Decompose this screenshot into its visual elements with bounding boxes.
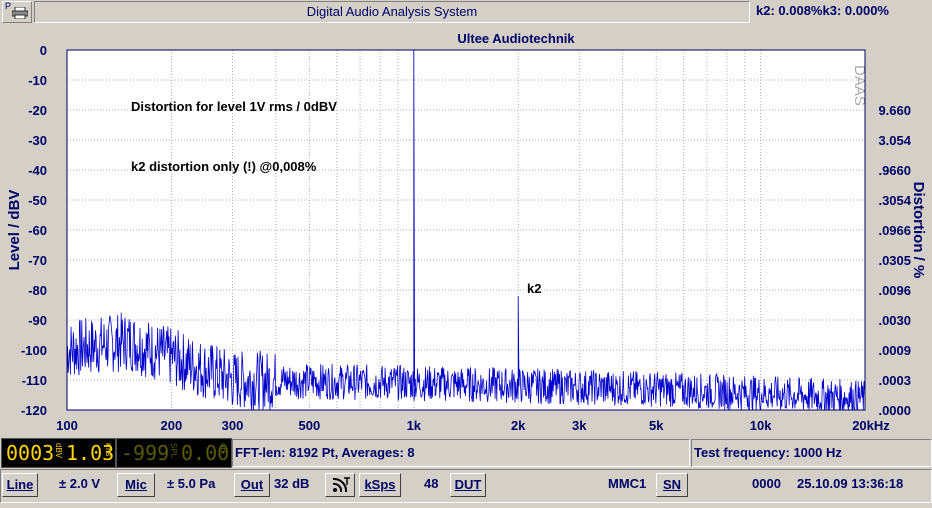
sn-button[interactable]: SN	[656, 473, 688, 497]
x-tick-label: 3k	[572, 418, 587, 433]
plot-frame	[66, 49, 866, 411]
y2-tick-label: 9.660	[878, 103, 911, 118]
y2-tick-label: .0003	[878, 373, 911, 388]
led-level: 0003	[6, 441, 55, 465]
x-tick-label: 20kHz	[852, 418, 890, 433]
led-rms: 1.03	[66, 441, 115, 465]
serial-number: 0000	[752, 476, 781, 491]
fft-info-panel: FFT-len: 8192 Pt, Averages: 8	[232, 439, 690, 467]
y-tick-label: -30	[28, 133, 47, 148]
y2-tick-label: .0030	[878, 313, 911, 328]
print-letter: P	[5, 1, 12, 11]
signal-button[interactable]	[325, 473, 355, 497]
led-spl-unit: SPL	[169, 443, 178, 459]
led-level-unit: dBV	[54, 443, 63, 459]
x-tick-label: 200	[161, 418, 183, 433]
device-name: MMC1	[608, 476, 647, 491]
printer-icon	[12, 7, 28, 19]
spl-display: -999 SPL 0.00 dB	[116, 438, 232, 468]
test-frequency-panel: Test frequency: 1000 Hz	[691, 439, 932, 467]
y-tick-label: -40	[28, 163, 47, 178]
test-frequency: Test frequency: 1000 Hz	[694, 445, 842, 460]
sample-rate: 48	[424, 476, 439, 491]
y-tick-label: -50	[28, 193, 47, 208]
y-axis-left-label: Level / dBV	[6, 190, 23, 271]
mic-range: ± 5.0 Pa	[167, 476, 216, 491]
y2-tick-label: .0009	[878, 343, 911, 358]
y-tick-label: -100	[21, 343, 47, 358]
print-button[interactable]: P	[2, 1, 32, 23]
y-tick-label: 0	[40, 43, 47, 58]
annotation-level: Distortion for level 1V rms / 0dBV	[131, 99, 337, 114]
date-time: 25.10.09 13:36:18	[797, 476, 904, 491]
line-range: ± 2.0 V	[59, 476, 101, 491]
x-tick-label: 1k	[407, 418, 422, 433]
spectrum-chart[interactable]: Ultee Audiotechnik 0 -10 -20 -30 -40 -50 -60 -7…	[0, 25, 932, 438]
x-tick-label: 2k	[511, 418, 526, 433]
y-axis-right-label: Distortion / %	[910, 182, 927, 279]
peak-label-k2: k2	[527, 281, 541, 296]
mic-button[interactable]: Mic	[117, 473, 155, 497]
led-rms-unit: rms	[104, 443, 113, 457]
y-tick-label: -80	[28, 283, 47, 298]
y-tick-label: -70	[28, 253, 47, 268]
x-tick-label: 500	[299, 418, 321, 433]
out-gain: 32 dB	[274, 476, 310, 491]
y-tick-label: -120	[21, 403, 47, 418]
line-button[interactable]: Line	[2, 473, 38, 497]
x-tick-label: 10k	[750, 418, 772, 433]
dut-button[interactable]: DUT	[450, 473, 486, 497]
y2-tick-label: .0966	[878, 223, 911, 238]
app-title: Digital Audio Analysis System	[34, 1, 750, 23]
annotation-k2: k2 distortion only (!) @0,008%	[131, 159, 317, 174]
watermark: DAAS	[851, 65, 868, 106]
x-tick-label: 100	[56, 418, 78, 433]
y2-tick-label: .3054	[878, 193, 911, 208]
ksps-button[interactable]: kSps	[359, 473, 401, 497]
plot-panel: Ultee Audiotechnik 0 -10 -20 -30 -40 -50 -60 -7…	[0, 25, 932, 438]
led-spl: -999	[121, 441, 170, 465]
y-tick-label: -10	[28, 73, 47, 88]
level-display: 0003 dBV 1.03 rms	[1, 438, 116, 468]
y2-tick-label: .0096	[878, 283, 911, 298]
y2-tick-label: .0305	[878, 253, 911, 268]
y-tick-label: -60	[28, 223, 47, 238]
y-tick-label: -90	[28, 313, 47, 328]
led-spl-value-unit: dB	[219, 443, 228, 453]
title-bar: P Digital Audio Analysis System k2: 0.00…	[0, 0, 932, 24]
y-tick-label: -110	[22, 373, 47, 388]
out-button[interactable]: Out	[234, 473, 270, 497]
distortion-readout: k2: 0.008%k3: 0.000%	[756, 3, 889, 18]
led-spl-value: 0.00	[181, 441, 230, 465]
y2-tick-label: 3.054	[878, 133, 911, 148]
y-tick-label: -20	[28, 103, 47, 118]
x-tick-label: 5k	[649, 418, 664, 433]
x-tick-label: 300	[222, 418, 244, 433]
y2-tick-label: .9660	[878, 163, 911, 178]
signal-icon	[332, 477, 350, 493]
chart-title: Ultee Audiotechnik	[457, 31, 575, 46]
y2-tick-label: .0000	[878, 403, 911, 418]
fft-info: FFT-len: 8192 Pt, Averages: 8	[235, 445, 415, 460]
